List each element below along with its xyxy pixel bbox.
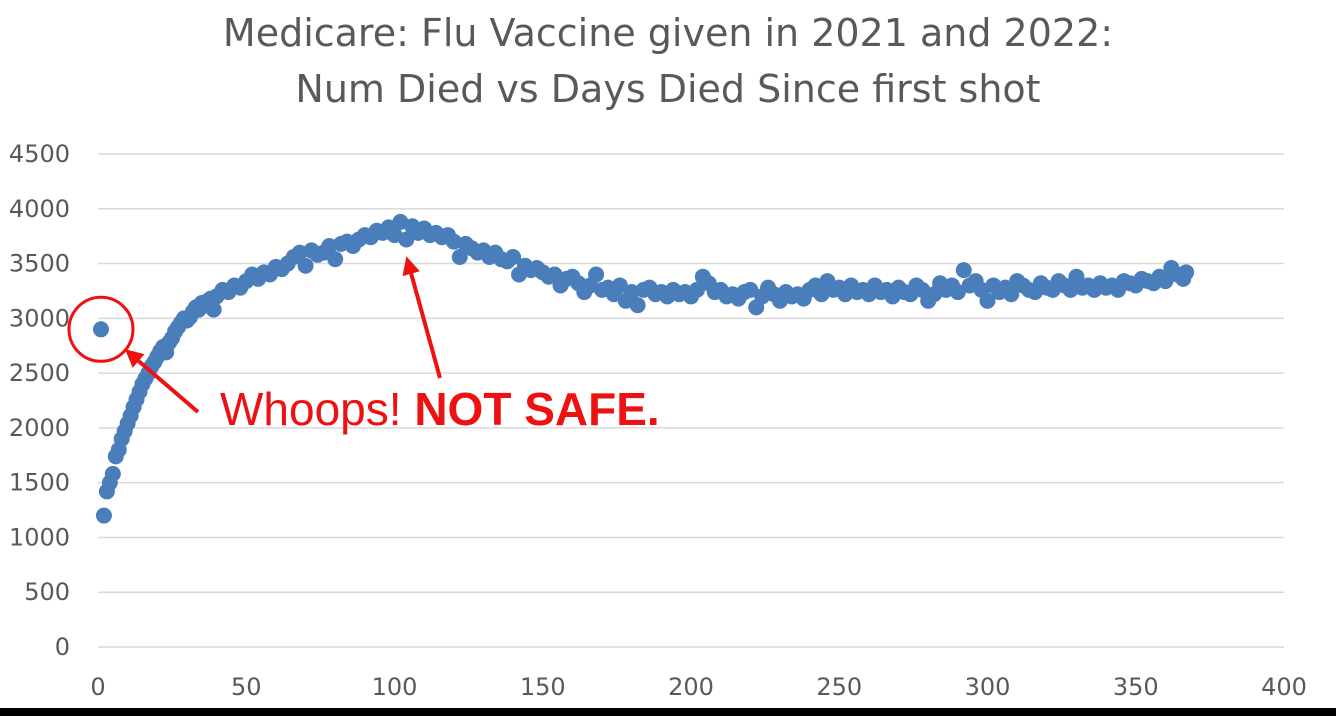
x-tick-label: 300 (965, 673, 1011, 701)
bottom-border (0, 708, 1336, 716)
callout-text: Whoops! NOT SAFE. (220, 383, 660, 435)
y-tick-label: 4000 (9, 195, 70, 223)
x-tick-label: 350 (1113, 673, 1159, 701)
data-point (623, 284, 640, 301)
y-axis-tick-labels: 0 500 1000 1500 2000 2500 3000 3500 4000 4500 (9, 140, 70, 661)
data-point (92, 321, 109, 338)
data-point (955, 262, 972, 279)
data-point (505, 248, 522, 265)
callout-text-normal: Whoops! (220, 383, 414, 435)
x-tick-label: 250 (816, 673, 862, 701)
y-tick-label: 2000 (9, 414, 70, 442)
data-point (205, 301, 222, 318)
x-tick-label: 100 (372, 673, 418, 701)
x-tick-label: 50 (231, 673, 262, 701)
data-point (629, 297, 646, 314)
callout-text-bold: NOT SAFE. (414, 383, 659, 435)
x-axis-tick-labels: 0 50 100 150 200 250 300 350 400 (90, 673, 1307, 701)
data-point (398, 231, 415, 248)
y-tick-label: 500 (24, 578, 70, 606)
x-tick-label: 400 (1261, 673, 1307, 701)
data-point (95, 507, 112, 524)
callout-arrow-to-first-point (137, 359, 200, 414)
y-tick-label: 3000 (9, 304, 70, 332)
data-point (451, 248, 468, 265)
x-tick-label: 0 (90, 673, 105, 701)
y-tick-label: 0 (55, 633, 70, 661)
y-tick-label: 3500 (9, 250, 70, 278)
callout-arrowhead-peak (402, 256, 420, 277)
chart-title-line-1: Medicare: Flu Vaccine given in 2021 and … (223, 11, 1113, 55)
callout-arrow-to-peak (409, 273, 442, 379)
data-point (611, 277, 628, 294)
data-point (1062, 281, 1079, 298)
y-tick-label: 1500 (9, 469, 70, 497)
data-point (1157, 273, 1174, 290)
x-tick-label: 200 (668, 673, 714, 701)
data-point (291, 244, 308, 261)
scatter-series (92, 213, 1195, 524)
data-point (321, 238, 338, 255)
y-tick-label: 1000 (9, 523, 70, 551)
y-tick-label: 4500 (9, 140, 70, 168)
annotations: Whoops! NOT SAFE. (67, 256, 660, 435)
x-tick-label: 150 (520, 673, 566, 701)
chart-title-line-2: Num Died vs Days Died Since first shot (295, 67, 1040, 111)
data-point (297, 257, 314, 274)
data-point (327, 251, 344, 268)
chart-title: Medicare: Flu Vaccine given in 2021 and … (223, 11, 1113, 111)
data-point (588, 266, 605, 283)
data-point (1178, 264, 1195, 281)
gridlines (98, 153, 1284, 648)
data-point (445, 233, 462, 250)
data-point (742, 281, 759, 298)
y-tick-label: 2500 (9, 359, 70, 387)
data-point (1003, 286, 1020, 303)
data-point (979, 292, 996, 309)
data-point (104, 465, 121, 482)
data-point (688, 281, 705, 298)
highlight-circle (67, 295, 135, 363)
data-point (949, 284, 966, 301)
callout-arrowhead-first-point (124, 349, 145, 368)
